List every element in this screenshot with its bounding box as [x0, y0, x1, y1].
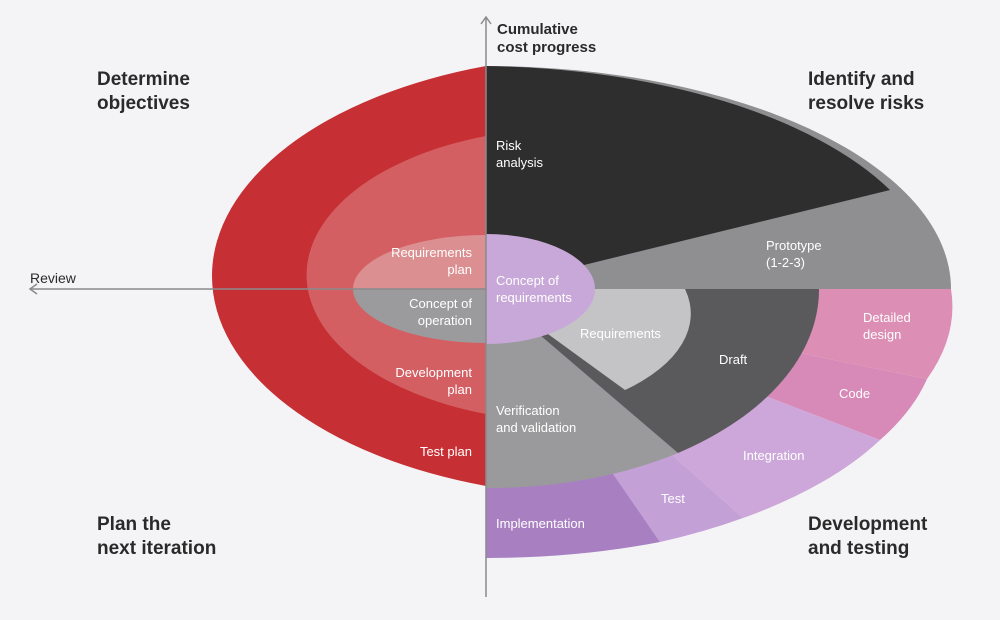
label-code-line-1: Code: [839, 386, 870, 401]
label-concept-of-requirements-line-1: Concept of: [496, 273, 559, 288]
label-draft: Draft: [719, 352, 748, 367]
label-concept-of-operation-line-1: Concept of: [409, 296, 472, 311]
label-requirements-line-1: Requirements: [580, 326, 661, 341]
region-risk-analysis: [486, 66, 890, 289]
vertical-axis-label: Cumulative cost progress: [497, 21, 596, 56]
quadrant-bottom-left: Plan the next iteration: [97, 514, 216, 559]
label-concept-of-operation-line-2: operation: [418, 313, 472, 328]
quadrant-top-right-line-2: resolve risks: [808, 93, 924, 114]
label-risk-analysis: Risk analysis: [496, 138, 543, 170]
region-requirements-plan: [353, 235, 486, 289]
horizontal-axis-arrow: [28, 283, 38, 295]
label-detailed-design-line-2: design: [863, 327, 901, 342]
label-test-plan: Test plan: [420, 444, 472, 459]
vertical-axis-label-line-2: cost progress: [497, 39, 596, 56]
label-concept-of-requirements: Concept of requirements: [496, 273, 572, 305]
quadrant-bottom-right-line-2: and testing: [808, 538, 909, 559]
label-development-plan: Development plan: [395, 365, 472, 397]
label-prototype: Prototype (1-2-3): [766, 238, 822, 270]
label-requirements-plan-line-1: Requirements: [391, 245, 472, 260]
quadrant-bottom-left-line-2: next iteration: [97, 538, 216, 559]
label-integration-line-1: Integration: [743, 448, 804, 463]
label-test-plan-line-1: Test plan: [420, 444, 472, 459]
label-requirements: Requirements: [580, 326, 661, 341]
quadrant-bottom-right-line-1: Development: [808, 514, 928, 535]
label-prototype-line-1: Prototype: [766, 238, 822, 253]
label-requirements-plan-line-2: plan: [447, 262, 472, 277]
label-concept-of-operation: Concept of operation: [409, 296, 472, 328]
region-verification-and-validation: [486, 289, 678, 489]
region-concept-of-requirements: [486, 234, 595, 344]
quadrant-top-left-line-2: objectives: [97, 93, 190, 114]
label-prototype-line-2: (1-2-3): [766, 255, 805, 270]
label-implementation: Implementation: [496, 516, 585, 531]
label-concept-of-requirements-line-2: requirements: [496, 290, 572, 305]
quadrant-top-left-line-1: Determine: [97, 69, 190, 90]
quadrant-bottom-right: Development and testing: [808, 514, 928, 559]
quadrant-top-left: Determine objectives: [97, 69, 190, 114]
label-test: Test: [661, 491, 685, 506]
label-development-plan-line-1: Development: [395, 365, 472, 380]
vertical-axis-arrow: [480, 15, 492, 25]
label-risk-analysis-line-2: analysis: [496, 155, 543, 170]
label-detailed-design: Detailed design: [863, 310, 911, 342]
region-concept-of-operation: [353, 289, 486, 343]
quadrant-bottom-left-line-1: Plan the: [97, 514, 171, 535]
label-detailed-design-line-1: Detailed: [863, 310, 911, 325]
label-risk-analysis-line-1: Risk: [496, 138, 522, 153]
label-draft-line-1: Draft: [719, 352, 748, 367]
label-requirements-plan: Requirements plan: [391, 245, 472, 277]
quadrant-top-right: Identify and resolve risks: [808, 69, 924, 114]
label-code: Code: [839, 386, 870, 401]
label-test-line-1: Test: [661, 491, 685, 506]
label-implementation-line-1: Implementation: [496, 516, 585, 531]
label-verification-and-validation-line-1: Verification: [496, 403, 560, 418]
label-integration: Integration: [743, 448, 804, 463]
quadrant-top-right-line-1: Identify and: [808, 69, 915, 90]
label-development-plan-line-2: plan: [447, 382, 472, 397]
vertical-axis-label-line-1: Cumulative: [497, 21, 578, 38]
label-verification-and-validation-line-2: and validation: [496, 420, 576, 435]
review-label: Review: [30, 270, 77, 286]
label-verification-and-validation: Verification and validation: [496, 403, 576, 435]
